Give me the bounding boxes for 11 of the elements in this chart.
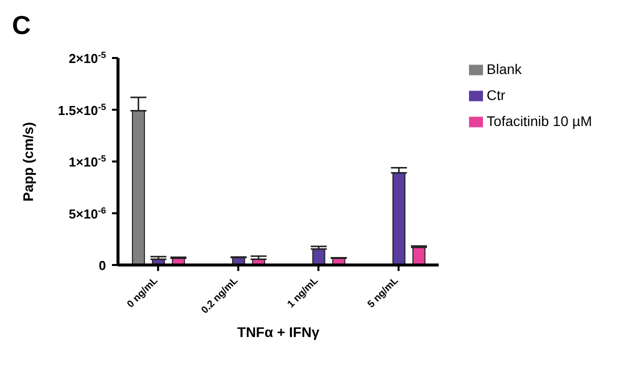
legend-label: Tofacitinib 10 µM (486, 113, 592, 129)
y-tick-label: 5×10$^{-6}$ (68, 205, 106, 222)
chart-title: C (12, 10, 31, 41)
y-tick-label: 0 (98, 258, 106, 273)
legend-label: Blank (486, 61, 522, 77)
y-tick-label: 1.5×10$^{-5}$ (58, 102, 106, 118)
x-axis-title: TNFα + IFNγ (237, 324, 320, 340)
y-tick-label: 1×10$^{-5}$ (68, 154, 106, 170)
legend-label: Ctr (486, 87, 506, 103)
y-tick-label: 2×10$^{-5}$ (68, 50, 106, 66)
y-axis-title: Papp (cm/s) (20, 122, 36, 202)
